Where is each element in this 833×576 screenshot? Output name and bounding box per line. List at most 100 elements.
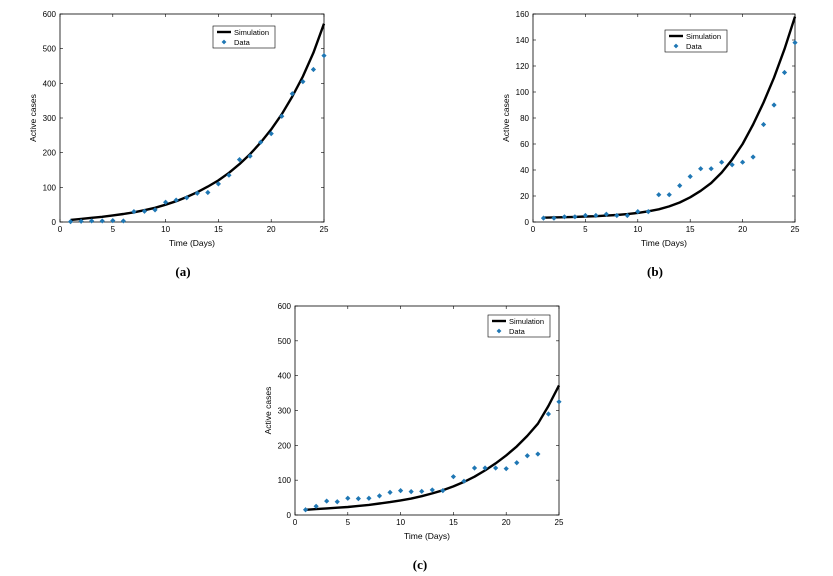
- y-tick-label: 0: [525, 218, 530, 227]
- x-tick-label: 0: [531, 225, 536, 234]
- y-tick-label: 60: [520, 140, 529, 149]
- chart-caption: (c): [413, 557, 427, 572]
- plot-frame: [294, 305, 560, 516]
- data-point: [514, 460, 520, 466]
- data-point: [173, 197, 179, 203]
- data-point: [572, 214, 578, 220]
- legend-marker-swatch: [221, 39, 227, 45]
- data-point: [78, 218, 84, 224]
- y-tick-label: 200: [278, 441, 292, 450]
- y-tick-label: 400: [43, 79, 57, 88]
- data-point: [450, 474, 456, 480]
- x-axis-label: Time (Days): [404, 531, 450, 541]
- y-tick-label: 140: [516, 36, 530, 45]
- x-tick-label: 10: [161, 225, 170, 234]
- x-tick-label: 0: [293, 518, 298, 527]
- y-tick-label: 100: [43, 183, 57, 192]
- y-tick-label: 0: [287, 511, 292, 520]
- data-point: [258, 139, 264, 145]
- simulation-line: [70, 23, 326, 222]
- x-tick-label: 5: [111, 225, 116, 234]
- data-point: [99, 218, 105, 224]
- data-point: [482, 465, 488, 471]
- y-axis-label: Active cases: [263, 387, 273, 435]
- legend-label-simulation: Simulation: [686, 32, 721, 41]
- y-tick-label: 300: [43, 114, 57, 123]
- data-point: [184, 195, 190, 201]
- data-point: [194, 190, 200, 196]
- data-point: [760, 121, 767, 128]
- x-tick-label: 25: [791, 225, 800, 234]
- data-point: [593, 212, 599, 219]
- data-point: [67, 219, 74, 225]
- data-point: [268, 131, 274, 137]
- y-axis-label: Active cases: [501, 94, 511, 142]
- data-point: [771, 102, 777, 108]
- legend-label-data: Data: [234, 38, 251, 47]
- data-point: [624, 212, 630, 219]
- data-point: [471, 465, 478, 471]
- data-point: [120, 218, 126, 224]
- data-point: [687, 173, 693, 180]
- data-point: [366, 495, 372, 501]
- x-tick-label: 10: [633, 225, 642, 234]
- chart-3: 0 5 10 15 20 25 0 100 200 300 400 500 600 Time (Days)…: [263, 302, 564, 572]
- data-point: [215, 181, 221, 187]
- x-tick-label: 15: [449, 518, 458, 527]
- data-point: [582, 212, 588, 219]
- x-axis-label: Time (Days): [169, 238, 215, 248]
- data-point: [131, 209, 137, 215]
- data-point: [561, 214, 568, 220]
- x-tick-label: 5: [346, 518, 351, 527]
- data-point: [429, 487, 435, 493]
- chart-2: 0 5 10 15 20 25 0 20 40 60 80 100 120 140 160 Time (Day…: [501, 10, 800, 279]
- data-point: [110, 218, 116, 224]
- x-tick-label: 25: [320, 225, 329, 234]
- data-point: [719, 159, 725, 165]
- x-tick-label: 25: [555, 518, 564, 527]
- simulation-line: [305, 384, 561, 511]
- y-tick-label: 40: [520, 166, 529, 175]
- data-point: [152, 207, 158, 213]
- data-point: [310, 66, 317, 73]
- y-tick-label: 0: [52, 218, 57, 227]
- data-point: [398, 488, 404, 494]
- data-point: [556, 399, 562, 405]
- data-point: [226, 172, 232, 178]
- data-point: [503, 466, 509, 472]
- y-tick-label: 500: [278, 337, 292, 346]
- data-point: [236, 157, 243, 163]
- y-tick-label: 80: [520, 114, 529, 123]
- y-tick-label: 600: [43, 10, 57, 19]
- y-tick-label: 20: [520, 192, 529, 201]
- chart-caption: (b): [647, 264, 663, 279]
- y-tick-label: 200: [43, 149, 57, 158]
- data-point: [740, 159, 746, 165]
- x-tick-label: 20: [738, 225, 747, 234]
- data-point: [289, 91, 295, 97]
- data-point: [781, 69, 788, 76]
- y-axis-label: Active cases: [28, 94, 38, 142]
- x-tick-label: 10: [396, 518, 405, 527]
- data-point: [302, 507, 309, 513]
- y-tick-label: 120: [516, 62, 530, 71]
- data-point: [792, 40, 798, 46]
- data-point: [677, 183, 683, 189]
- data-point: [635, 209, 641, 215]
- data-point: [440, 488, 446, 494]
- data-point: [708, 166, 714, 172]
- data-point: [141, 208, 148, 214]
- y-tick-label: 400: [278, 372, 292, 381]
- y-tick-label: 100: [278, 476, 292, 485]
- data-point: [419, 488, 425, 494]
- data-point: [524, 453, 530, 459]
- plot-frame: [59, 13, 325, 223]
- data-point: [551, 215, 557, 221]
- data-point: [89, 218, 95, 224]
- data-point: [300, 79, 306, 85]
- data-point: [345, 495, 351, 501]
